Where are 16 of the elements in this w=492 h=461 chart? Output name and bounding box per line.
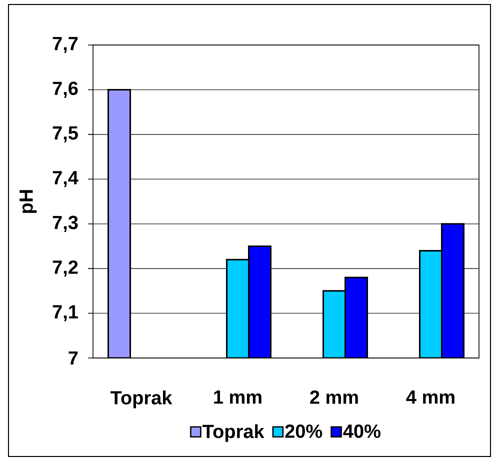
y-tick-label: 7	[68, 351, 78, 365]
y-tick-label: 7,2	[52, 260, 78, 277]
x-tick-label: 1 mm	[214, 390, 262, 404]
legend-label: 40%	[343, 424, 380, 438]
x-tick-label: 2 mm	[310, 390, 358, 404]
y-tick-label: 7,1	[52, 305, 78, 322]
y-tick-label: 7,6	[52, 82, 78, 98]
legend-label: 20%	[285, 424, 322, 438]
x-tick-label: 4 mm	[406, 390, 454, 404]
y-axis-title: pH	[20, 190, 37, 213]
y-tick-label: 7,5	[52, 126, 78, 142]
legend-label: Toprak	[202, 424, 264, 442]
y-tick-label: 7,3	[52, 216, 78, 232]
x-tick-label: Toprak	[110, 390, 172, 408]
y-tick-label: 7,7	[52, 37, 78, 54]
y-tick-label: 7,4	[52, 171, 78, 188]
